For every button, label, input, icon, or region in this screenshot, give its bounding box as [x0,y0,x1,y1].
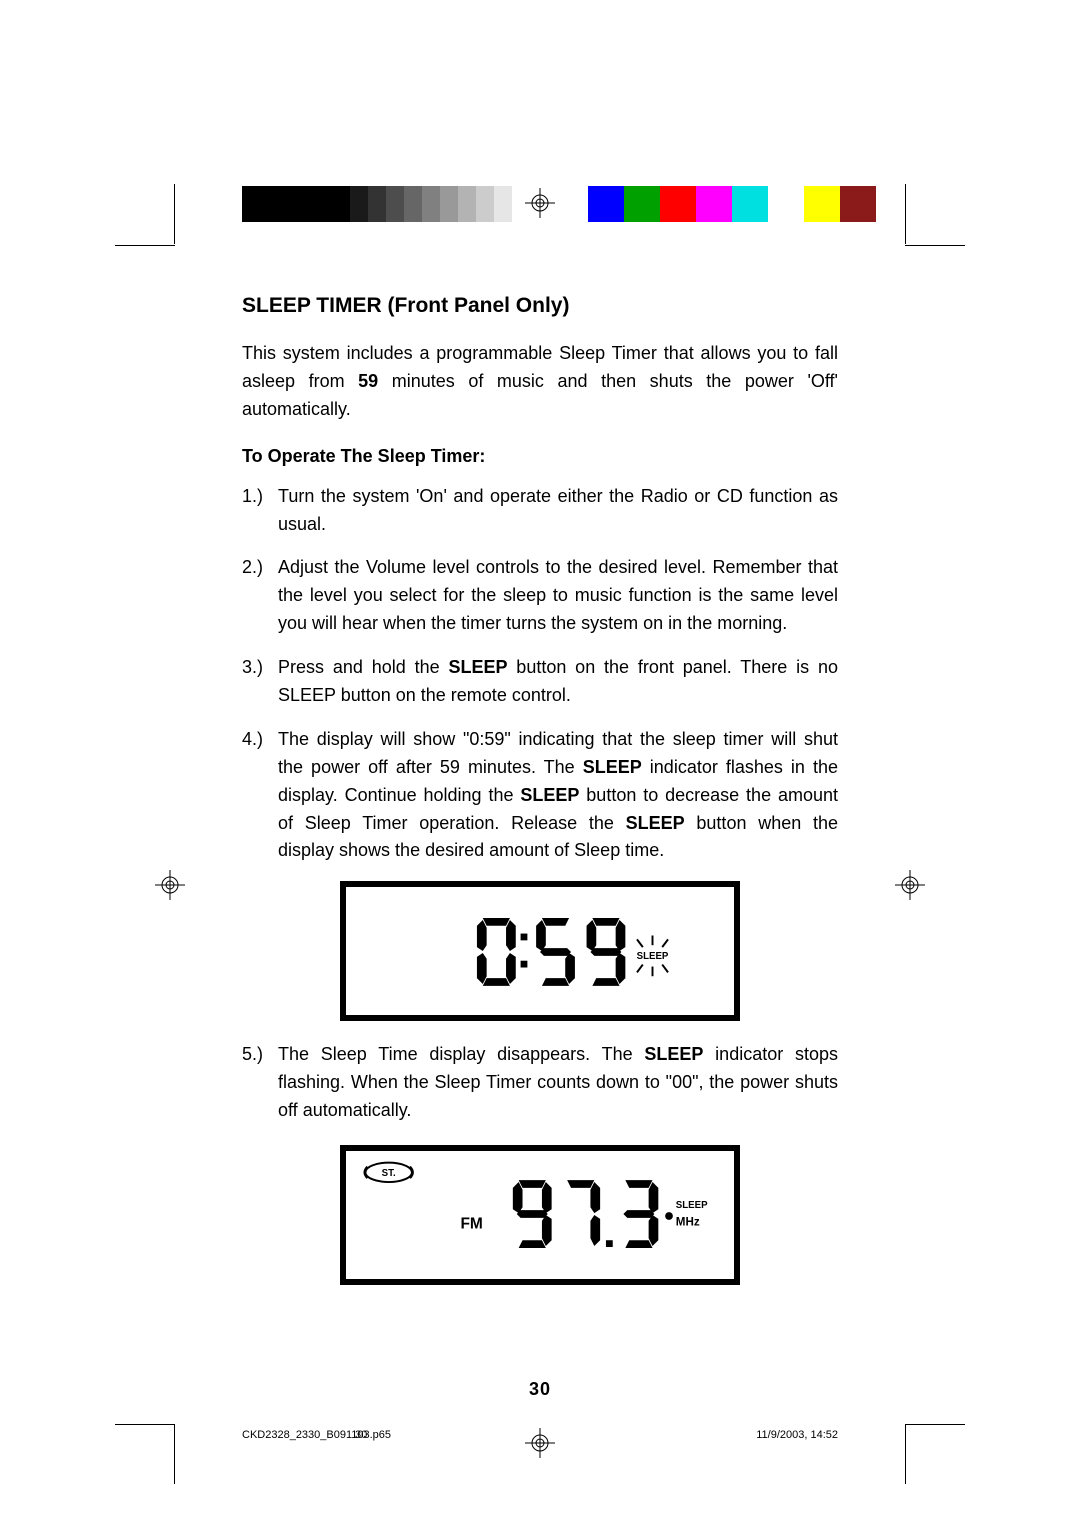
gray-swatch [476,186,494,222]
digit-3 [623,1180,658,1248]
color-swatch [588,186,624,222]
gray-swatch [458,186,476,222]
bold-sleep: SLEEP [520,785,579,805]
stereo-indicator-icon: ST. [364,1163,412,1182]
page-number: 30 [0,1379,1080,1400]
step-body: The Sleep Time display disappears. The S… [278,1041,838,1125]
indicator-dot-icon [665,1212,673,1220]
crop-mark [905,1424,965,1425]
color-swatch [624,186,660,222]
lcd2-svg: ST. FM [346,1151,734,1275]
digit-5 [536,918,575,986]
step-number: 2.) [242,554,278,638]
gray-swatch [350,186,368,222]
text: The Sleep Time display disappears. The [278,1044,644,1064]
step-2: 2.) Adjust the Volume level controls to … [242,554,838,638]
color-swatch [732,186,768,222]
color-swatch [696,186,732,222]
step-body: The display will show "0:59" indicating … [278,726,838,865]
text: Press and hold the [278,657,448,677]
footer-page: 30 [355,1429,367,1441]
step-body: Turn the system 'On' and operate either … [278,483,838,539]
color-swatch [804,186,840,222]
sleep-indicator-icon: SLEEP [637,936,669,977]
crop-mark [905,1424,906,1484]
fm-label: FM [460,1216,482,1233]
gray-swatch [440,186,458,222]
footer-timestamp: 11/9/2003, 14:52 [756,1429,838,1441]
crop-mark [905,245,965,246]
registration-mark-icon [525,188,555,218]
footer-filename: CKD2328_2330_B091103.p65 [242,1429,391,1441]
step-body: Press and hold the SLEEP button on the f… [278,654,838,710]
grayscale-calibration-bar [242,186,512,222]
step-5: 5.) The Sleep Time display disappears. T… [242,1041,838,1125]
gray-swatch [404,186,422,222]
color-swatch [840,186,876,222]
step-number: 4.) [242,726,278,865]
color-swatch [768,186,804,222]
gray-swatch [368,186,386,222]
bold-sleep: SLEEP [583,757,642,777]
sleep-label: SLEEP [637,951,669,962]
st-label: ST. [382,1168,396,1179]
digit-0 [477,918,516,986]
content-area: SLEEP TIMER (Front Panel Only) This syst… [242,294,838,1305]
crop-mark [115,245,175,246]
bold-sleep: SLEEP [448,657,507,677]
steps-list: 1.) Turn the system 'On' and operate eit… [242,483,838,866]
registration-mark-icon [895,870,925,900]
intro-paragraph: This system includes a programmable Slee… [242,340,838,424]
digit-9-b [513,1180,552,1248]
registration-mark-icon [155,870,185,900]
color-swatch [660,186,696,222]
gray-swatch [242,186,314,222]
digit-9 [587,918,626,986]
footer: CKD2328_2330_B091103.p65 30 11/9/2003, 1… [242,1429,838,1441]
section-title: SLEEP TIMER (Front Panel Only) [242,294,838,318]
step-body: Adjust the Volume level controls to the … [278,554,838,638]
sleep-mhz-labels: SLEEP MHz [665,1200,708,1228]
page-root: SLEEP TIMER (Front Panel Only) This syst… [0,0,1080,1528]
step-number: 5.) [242,1041,278,1125]
digit-7 [567,1180,600,1246]
lcd-display-1: SLEEP [340,881,740,1021]
gray-swatch [314,186,350,222]
steps-list-cont: 5.) The Sleep Time display disappears. T… [242,1041,838,1125]
color-calibration-bar [588,186,876,222]
colon [521,934,528,968]
crop-mark [174,1424,175,1484]
gray-swatch [386,186,404,222]
gray-swatch [422,186,440,222]
lcd1-svg: SLEEP [346,887,734,1011]
bold-sleep: SLEEP [626,813,685,833]
crop-mark [905,184,906,244]
decimal-point [606,1240,613,1247]
step-number: 3.) [242,654,278,710]
crop-mark [174,184,175,244]
bold-sleep: SLEEP [644,1044,703,1064]
lcd-display-2: ST. FM [340,1145,740,1285]
step-3: 3.) Press and hold the SLEEP button on t… [242,654,838,710]
intro-bold: 59 [358,371,378,391]
sleep-label-2: SLEEP [676,1200,708,1211]
subheading: To Operate The Sleep Timer: [242,446,838,467]
crop-mark [115,1424,175,1425]
step-number: 1.) [242,483,278,539]
step-4: 4.) The display will show "0:59" indicat… [242,726,838,865]
mhz-label: MHz [676,1216,700,1229]
gray-swatch [494,186,512,222]
step-1: 1.) Turn the system 'On' and operate eit… [242,483,838,539]
